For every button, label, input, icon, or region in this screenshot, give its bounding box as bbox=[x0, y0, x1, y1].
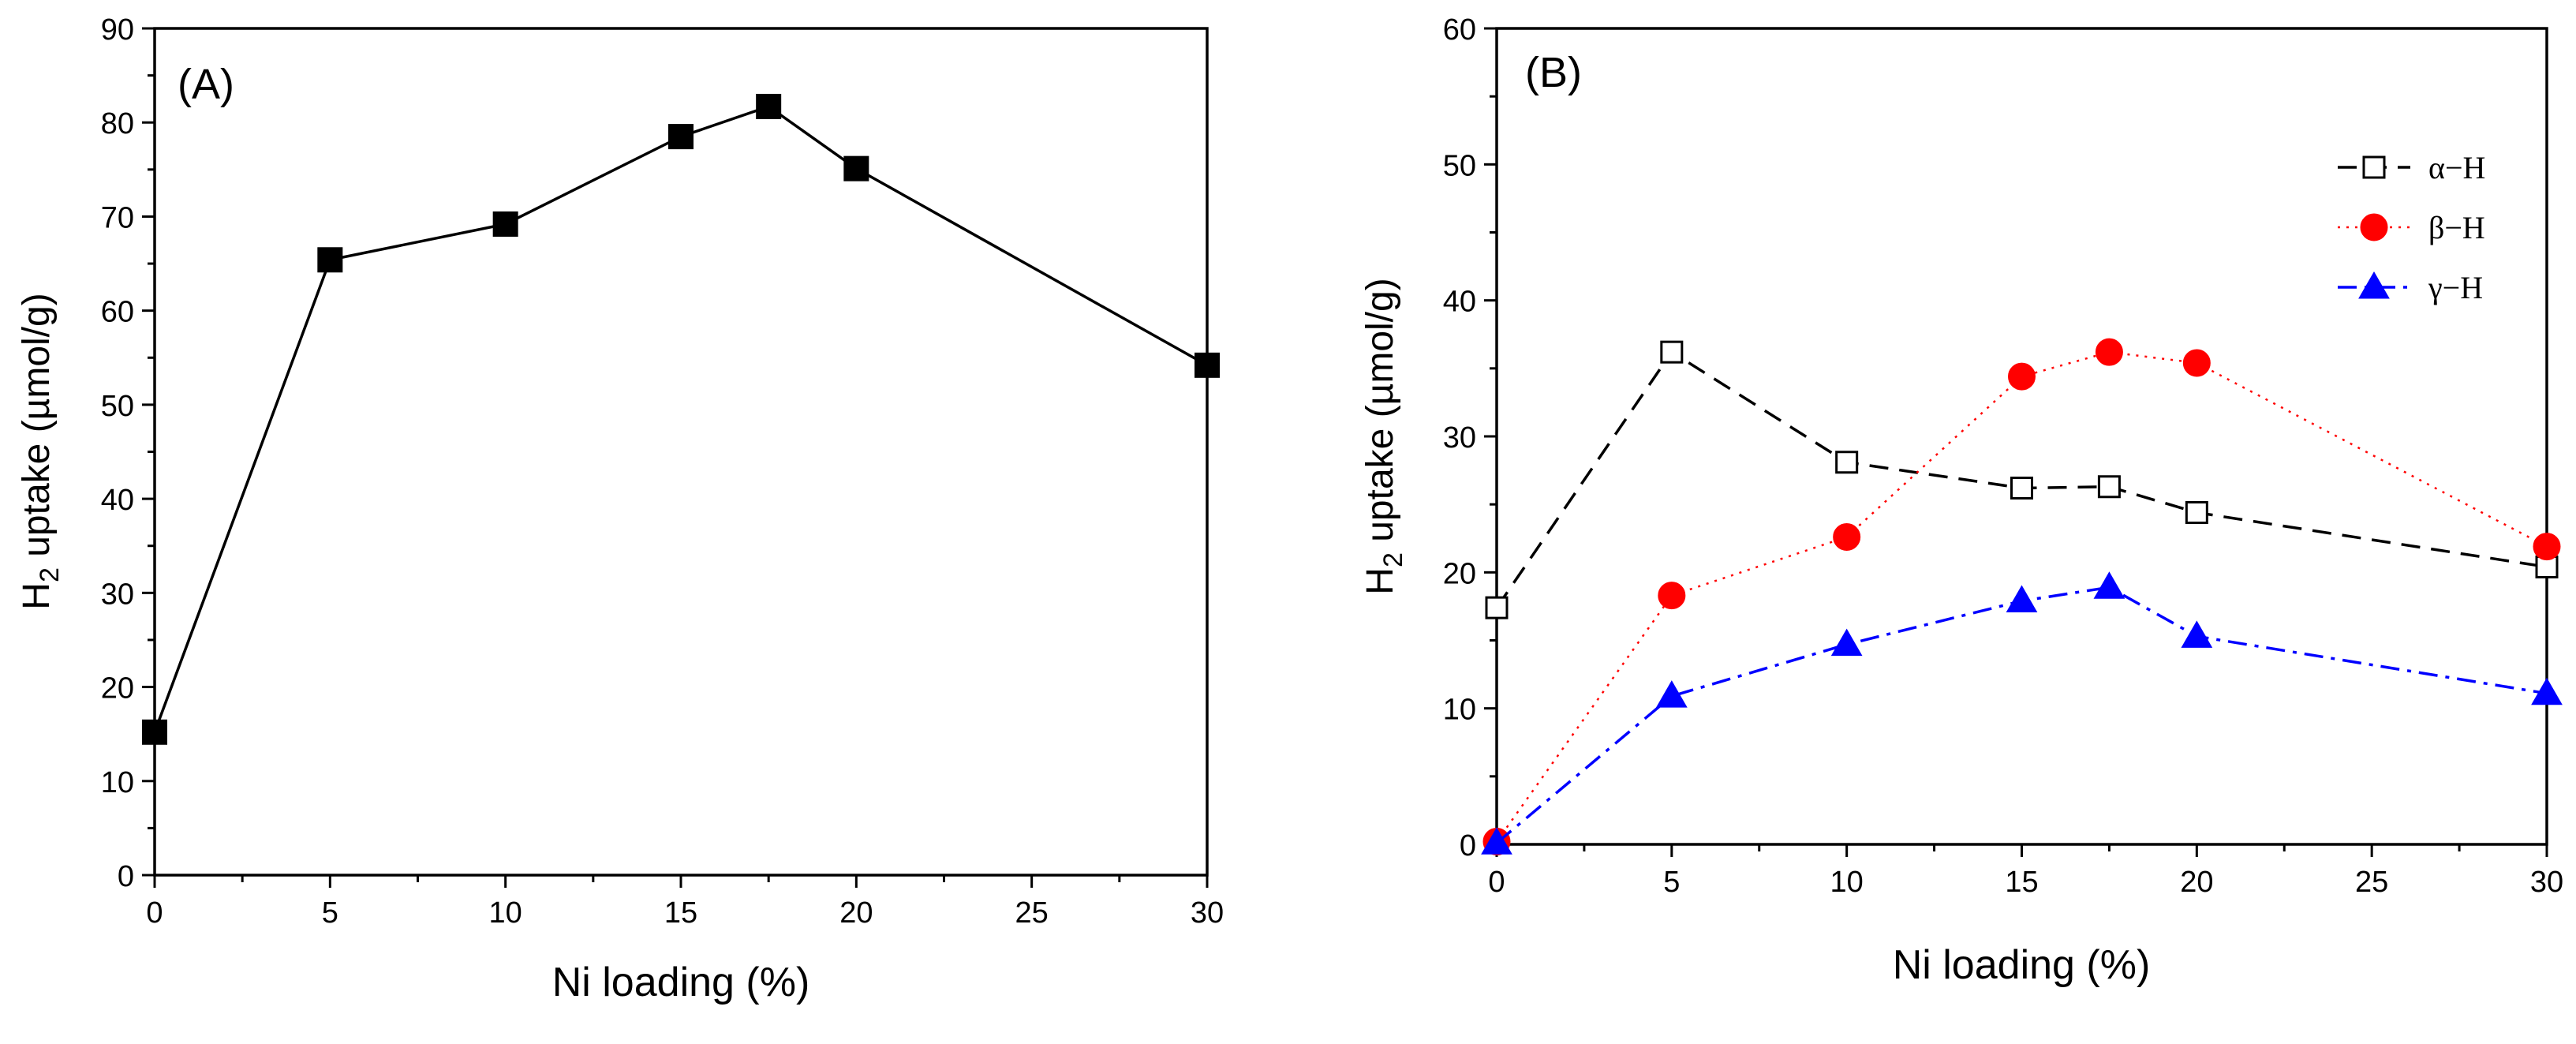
x-tick-label: 20 bbox=[839, 896, 873, 930]
series-line bbox=[1495, 586, 2548, 844]
legend-marker bbox=[2358, 271, 2390, 299]
y-tick-label: 40 bbox=[101, 484, 134, 517]
y-axis-label-rest: uptake (µmol/g) bbox=[16, 293, 58, 567]
x-tick-label: 0 bbox=[146, 896, 163, 930]
data-point bbox=[2185, 501, 2208, 525]
data-point bbox=[843, 155, 869, 181]
x-tick-label: 15 bbox=[2005, 866, 2038, 899]
series-main bbox=[142, 93, 1220, 745]
legend-marker bbox=[2362, 155, 2386, 179]
y-tick-label: 60 bbox=[1443, 13, 1476, 47]
data-point bbox=[2182, 349, 2211, 377]
y-tick-label: 60 bbox=[101, 296, 134, 329]
x-tick-label: 30 bbox=[1191, 896, 1224, 930]
y-axis-label-main: H bbox=[16, 582, 58, 610]
y-tick-label: 70 bbox=[101, 201, 134, 234]
chart-panel-b: 0 5 10 15 20 25 30 0 10 20 30 40 50 60 (B) Ni loading (… bbox=[1359, 13, 2563, 988]
y-axis-label: H2 uptake (µmol/g) bbox=[1359, 278, 1408, 594]
data-point bbox=[2010, 476, 2033, 500]
series-group-0 bbox=[1485, 340, 2559, 619]
data-point bbox=[2093, 571, 2125, 599]
x-tick-label: 10 bbox=[1830, 866, 1864, 899]
data-point bbox=[1195, 352, 1220, 378]
x-tick-label: 25 bbox=[1015, 896, 1049, 930]
x-axis-label: Ni loading (%) bbox=[1893, 942, 2151, 988]
legend-label: γ−H bbox=[2428, 270, 2483, 305]
x-tick-label: 10 bbox=[489, 896, 522, 930]
data-point bbox=[2008, 362, 2036, 391]
data-point bbox=[2097, 475, 2121, 499]
y-tick-label: 20 bbox=[101, 672, 134, 705]
x-tick-label: 5 bbox=[322, 896, 338, 930]
y-tick-label: 10 bbox=[1443, 694, 1476, 727]
y-tick-label: 0 bbox=[1460, 829, 1476, 863]
data-point bbox=[1830, 628, 1863, 657]
data-point bbox=[1835, 451, 1859, 474]
data-point bbox=[142, 719, 167, 745]
y-tick-label: 40 bbox=[1443, 286, 1476, 319]
x-tick-label: 25 bbox=[2355, 866, 2388, 899]
data-point bbox=[1481, 827, 1512, 855]
series-line bbox=[153, 105, 1208, 733]
panel-label: (A) bbox=[178, 61, 234, 108]
y-tick-label: 20 bbox=[1443, 557, 1476, 590]
data-point bbox=[2006, 585, 2038, 613]
chart-panel-a: 0 5 10 15 20 25 30 0 10 20 30 40 50 60 70 80 90 (A) Ni loa… bbox=[16, 13, 1224, 1005]
data-point bbox=[1833, 523, 1861, 552]
series-group-2 bbox=[1481, 571, 2563, 855]
data-point bbox=[2533, 533, 2561, 561]
y-axis-label-subscript: 2 bbox=[35, 567, 65, 582]
data-point bbox=[2095, 338, 2123, 366]
data-point bbox=[317, 247, 343, 273]
plot-frame bbox=[1495, 27, 2548, 846]
x-tick-label: 5 bbox=[1663, 866, 1680, 899]
legend-label: α−H bbox=[2428, 150, 2485, 185]
data-point bbox=[2531, 677, 2563, 705]
y-tick-label: 50 bbox=[1443, 149, 1476, 182]
legend: α−H β−H γ−H bbox=[2338, 150, 2485, 305]
y-axis-label: H2 uptake (µmol/g) bbox=[16, 293, 65, 609]
data-point bbox=[668, 124, 694, 150]
x-tick-label: 0 bbox=[1488, 866, 1505, 899]
data-point bbox=[756, 93, 782, 119]
y-tick-label: 10 bbox=[101, 766, 134, 799]
y-tick-label: 80 bbox=[101, 107, 134, 140]
data-point bbox=[1658, 582, 1686, 610]
x-tick-label: 20 bbox=[2180, 866, 2213, 899]
y-tick-label: 30 bbox=[101, 578, 134, 611]
x-tick-label: 15 bbox=[664, 896, 697, 930]
x-axis-label: Ni loading (%) bbox=[552, 960, 810, 1005]
series-group-1 bbox=[1482, 338, 2561, 856]
data-point bbox=[1485, 596, 1509, 619]
x-tick-label: 30 bbox=[2530, 866, 2563, 899]
y-tick-label: 0 bbox=[118, 860, 134, 893]
y-tick-label: 30 bbox=[1443, 421, 1476, 455]
y-axis-label-main: H bbox=[1359, 567, 1401, 595]
panel-label: (B) bbox=[1525, 49, 1582, 96]
y-axis-label-rest: uptake (µmol/g) bbox=[1359, 278, 1401, 552]
data-point bbox=[492, 211, 518, 237]
y-tick-label: 90 bbox=[101, 13, 134, 47]
data-point bbox=[2181, 620, 2213, 648]
data-point bbox=[1660, 340, 1684, 364]
y-axis-label-subscript: 2 bbox=[1378, 552, 1408, 567]
legend-label: β−H bbox=[2428, 210, 2485, 245]
plot-frame bbox=[153, 27, 1209, 877]
y-tick-label: 50 bbox=[101, 390, 134, 423]
legend-marker bbox=[2360, 213, 2388, 241]
data-point bbox=[1655, 680, 1688, 708]
